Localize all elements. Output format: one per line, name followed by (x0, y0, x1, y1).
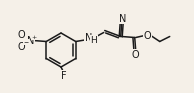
Text: O: O (17, 29, 25, 40)
Text: O: O (17, 41, 25, 52)
Text: −: − (24, 40, 29, 44)
Text: N: N (85, 32, 92, 43)
Text: N: N (119, 13, 126, 24)
Text: O: O (144, 31, 152, 40)
Text: H: H (90, 36, 97, 45)
Text: O: O (132, 49, 139, 60)
Text: N: N (27, 36, 34, 45)
Text: +: + (31, 35, 36, 40)
Text: F: F (61, 71, 67, 81)
